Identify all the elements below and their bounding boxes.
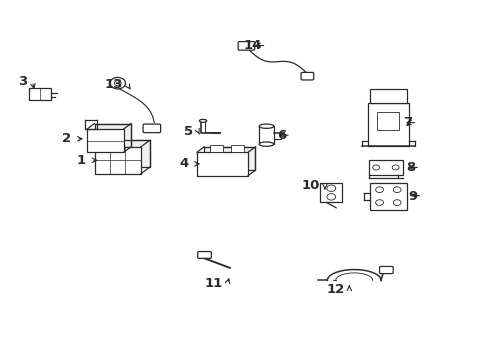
Text: 4: 4 [179, 157, 188, 170]
Text: 8: 8 [405, 161, 414, 174]
Text: 1: 1 [77, 154, 86, 167]
Circle shape [326, 185, 335, 192]
Bar [369, 183, 406, 210]
Text: 12: 12 [325, 283, 344, 296]
FancyBboxPatch shape [197, 252, 211, 258]
Circle shape [114, 81, 121, 86]
Text: 13: 13 [104, 78, 122, 91]
Text: 11: 11 [204, 278, 222, 291]
Bar [87, 129, 123, 152]
Bar [197, 152, 247, 176]
FancyBboxPatch shape [238, 41, 254, 50]
Text: 5: 5 [184, 125, 193, 138]
Circle shape [391, 165, 398, 170]
Text: 9: 9 [407, 190, 417, 203]
Circle shape [110, 77, 125, 89]
Ellipse shape [259, 142, 273, 146]
Bar [369, 89, 406, 103]
Bar [29, 87, 51, 100]
Text: 2: 2 [62, 132, 71, 145]
Bar [94, 123, 131, 147]
Text: 3: 3 [18, 75, 27, 88]
Circle shape [392, 200, 400, 206]
Bar [103, 140, 149, 167]
Bar [204, 147, 255, 170]
Bar [377, 112, 399, 130]
Bar [368, 160, 402, 175]
FancyBboxPatch shape [379, 266, 392, 274]
Text: 7: 7 [403, 116, 412, 129]
Bar [367, 103, 408, 146]
Ellipse shape [199, 120, 206, 122]
Bar [210, 145, 222, 152]
Circle shape [392, 187, 400, 193]
Text: 14: 14 [243, 39, 261, 52]
Bar [259, 126, 273, 144]
Circle shape [372, 165, 379, 170]
Text: 6: 6 [276, 129, 285, 142]
Text: 10: 10 [301, 179, 320, 192]
FancyBboxPatch shape [143, 124, 160, 133]
Circle shape [375, 187, 383, 193]
Bar [320, 183, 342, 202]
FancyBboxPatch shape [301, 72, 313, 80]
Circle shape [326, 194, 335, 200]
Ellipse shape [259, 124, 273, 129]
Bar [231, 145, 243, 152]
Circle shape [375, 200, 383, 206]
Bar [94, 147, 141, 174]
